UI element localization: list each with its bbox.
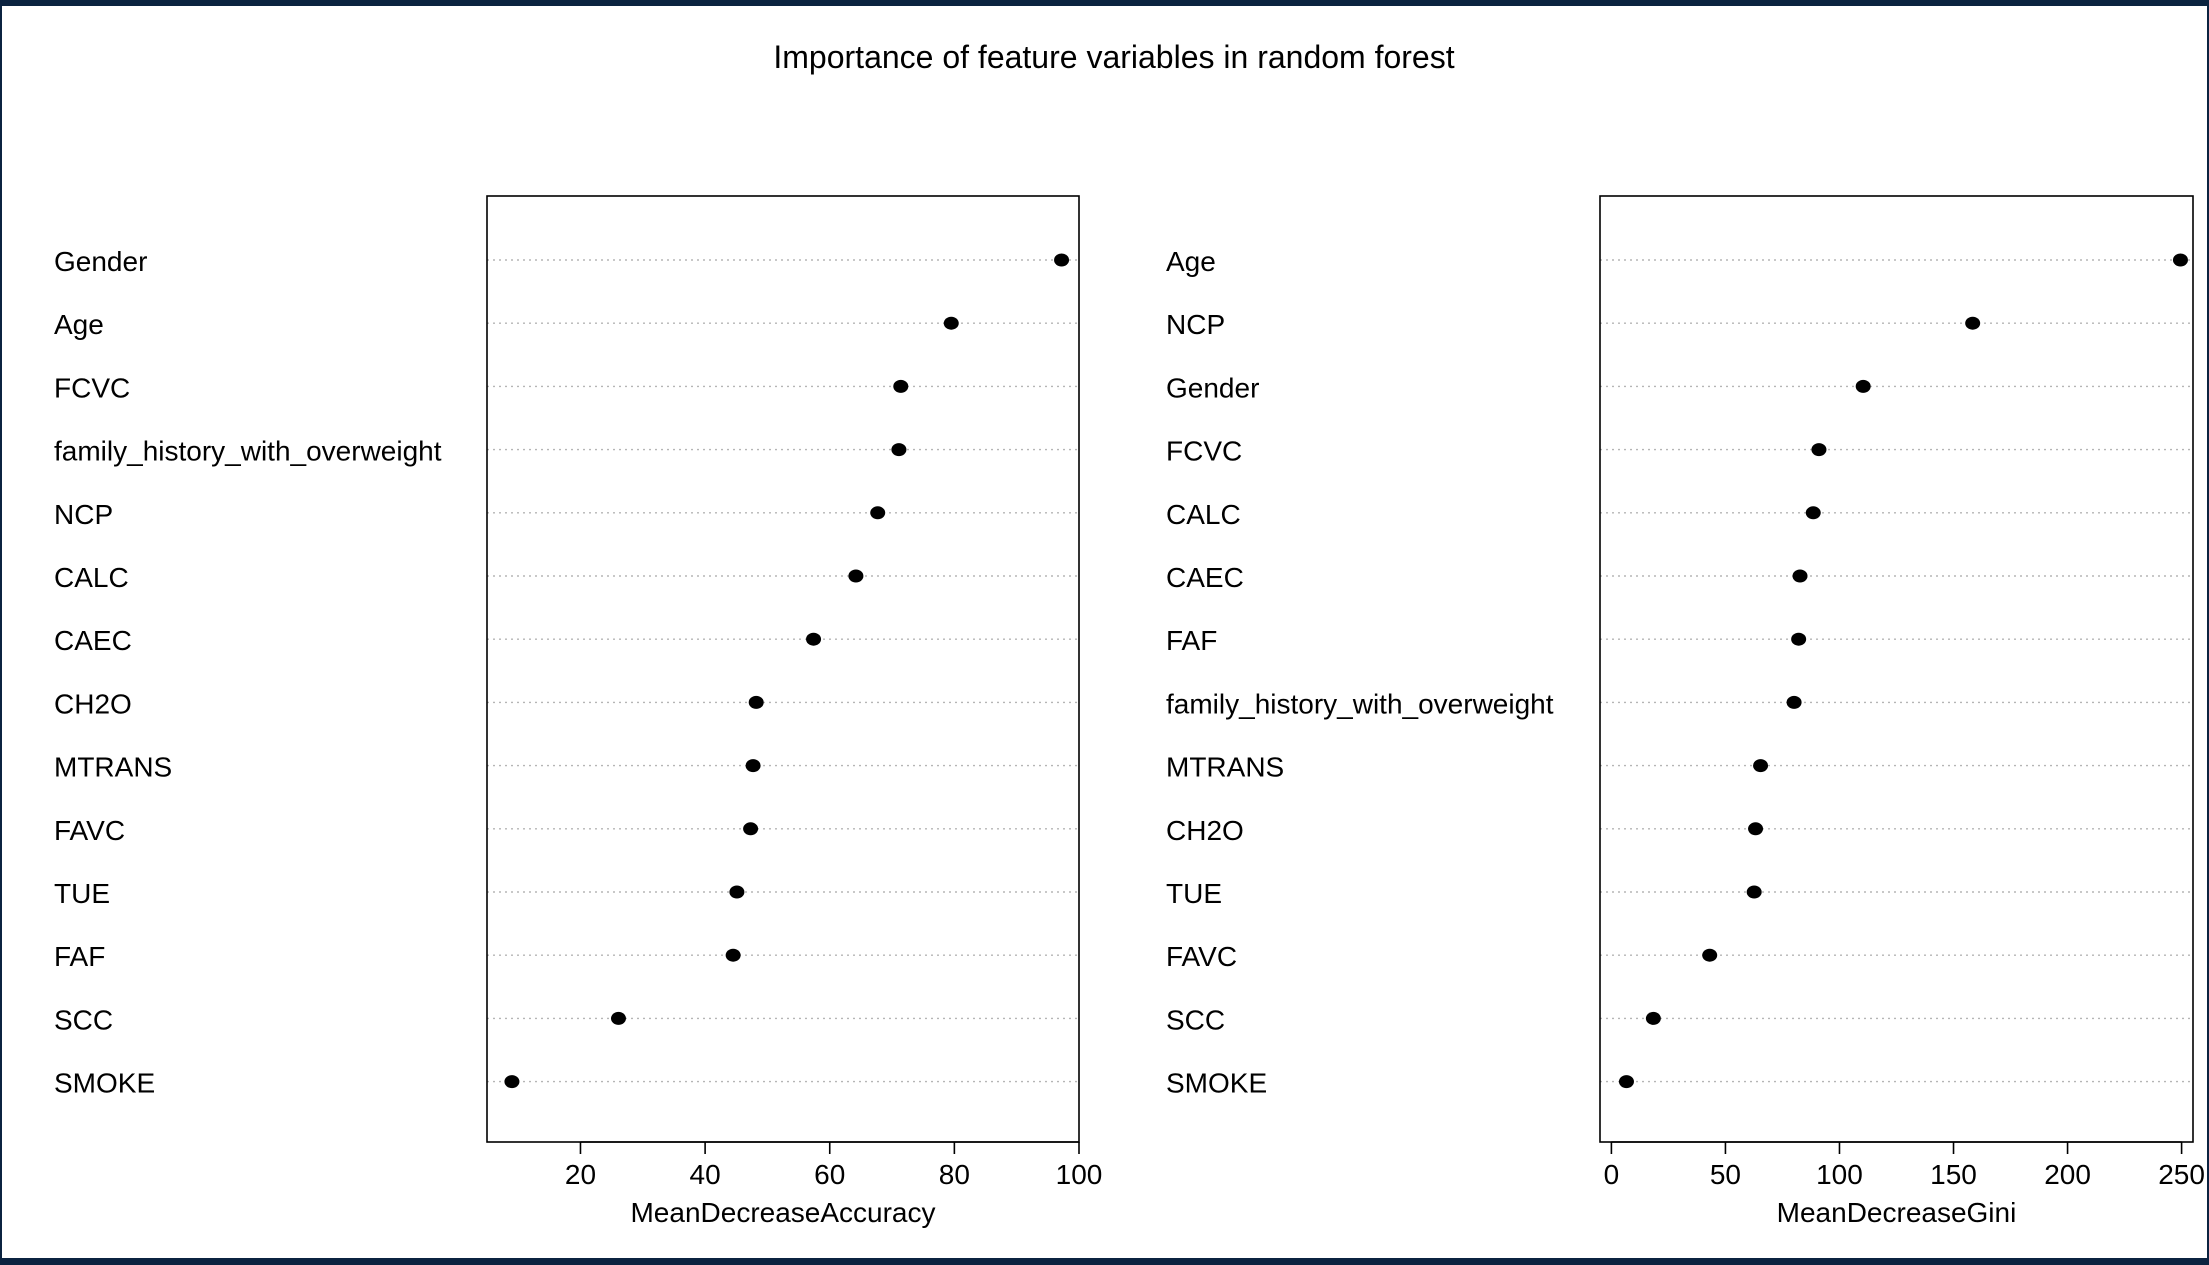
row-label: family_history_with_overweight: [54, 436, 442, 467]
x-tick-label: 250: [2158, 1159, 2205, 1190]
data-point: [725, 948, 741, 962]
data-point: [2172, 253, 2188, 267]
data-point: [1855, 379, 1871, 393]
data-point: [1811, 443, 1827, 457]
row-label: FCVC: [1166, 436, 1242, 467]
data-point: [1054, 253, 1070, 267]
plot-frame: [486, 195, 1080, 1143]
row-label: NCP: [1166, 309, 1225, 340]
x-tick-label: 200: [2044, 1159, 2091, 1190]
data-point: [891, 443, 907, 457]
row-label: family_history_with_overweight: [1166, 688, 1554, 719]
row-label: CAEC: [1166, 562, 1244, 593]
data-point: [1965, 316, 1981, 330]
data-point: [1645, 1011, 1661, 1025]
row-label: SMOKE: [54, 1068, 155, 1099]
x-axis-label: MeanDecreaseAccuracy: [630, 1197, 935, 1228]
data-point: [1702, 948, 1718, 962]
data-point: [1753, 759, 1769, 773]
x-tick-label: 50: [1710, 1159, 1741, 1190]
data-point: [743, 822, 759, 836]
data-point: [943, 316, 959, 330]
data-point: [870, 506, 886, 520]
row-label: CALC: [1166, 499, 1241, 530]
x-tick-label: 150: [1930, 1159, 1977, 1190]
x-axis-label: MeanDecreaseGini: [1777, 1197, 2017, 1228]
x-tick-label: 100: [1056, 1159, 1103, 1190]
row-label: TUE: [1166, 878, 1222, 909]
data-point: [1805, 506, 1821, 520]
data-point: [729, 885, 745, 899]
row-label: Age: [54, 309, 104, 340]
data-point: [1746, 885, 1762, 899]
data-point: [1786, 695, 1802, 709]
data-point: [610, 1011, 626, 1025]
row-label: SCC: [54, 1004, 113, 1035]
data-point: [1792, 569, 1808, 583]
row-label: FCVC: [54, 372, 130, 403]
row-label: FAF: [1166, 625, 1217, 656]
x-tick-label: 80: [939, 1159, 970, 1190]
row-label: CH2O: [1166, 815, 1244, 846]
row-label: MTRANS: [1166, 752, 1284, 783]
row-label: Gender: [54, 246, 147, 277]
data-point: [1791, 632, 1807, 646]
row-label: FAF: [54, 941, 105, 972]
data-point: [1748, 822, 1764, 836]
data-point: [1618, 1075, 1634, 1089]
row-label: MTRANS: [54, 752, 172, 783]
data-point: [504, 1075, 520, 1089]
row-label: TUE: [54, 878, 110, 909]
row-label: FAVC: [1166, 941, 1237, 972]
row-label: Gender: [1166, 372, 1259, 403]
row-label: CH2O: [54, 688, 132, 719]
data-point: [748, 695, 764, 709]
row-label: SCC: [1166, 1004, 1225, 1035]
row-label: Age: [1166, 246, 1216, 277]
x-tick-label: 0: [1604, 1159, 1620, 1190]
data-point: [893, 379, 909, 393]
x-tick-label: 40: [690, 1159, 721, 1190]
x-tick-label: 20: [565, 1159, 596, 1190]
plot-frame: [1599, 195, 2194, 1143]
data-point: [848, 569, 864, 583]
chart-title: Importance of feature variables in rando…: [773, 39, 1454, 75]
data-point: [806, 632, 822, 646]
row-label: CAEC: [54, 625, 132, 656]
row-label: NCP: [54, 499, 113, 530]
figure-canvas: Importance of feature variables in rando…: [2, 6, 2207, 1258]
x-tick-label: 60: [814, 1159, 845, 1190]
x-tick-label: 100: [1816, 1159, 1863, 1190]
chart-svg: Importance of feature variables in rando…: [54, 39, 2205, 1228]
data-point: [745, 759, 761, 773]
row-label: CALC: [54, 562, 129, 593]
row-label: FAVC: [54, 815, 125, 846]
row-label: SMOKE: [1166, 1068, 1267, 1099]
